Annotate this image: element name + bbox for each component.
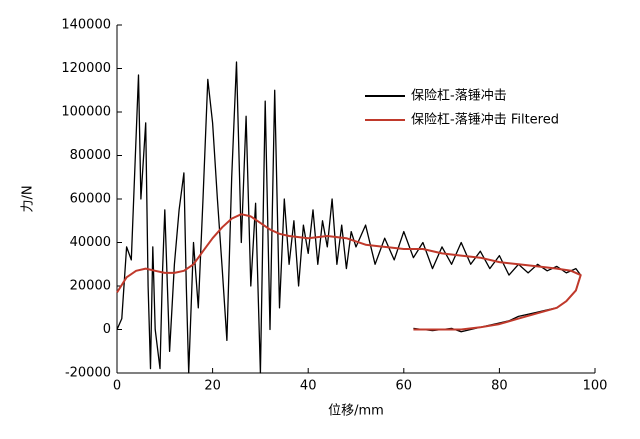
- x-tick-label: 100: [583, 379, 608, 394]
- x-tick-label: 80: [491, 379, 508, 394]
- y-tick-label: 100000: [61, 105, 111, 120]
- x-axis-label: 位移/mm: [328, 404, 384, 419]
- data-line: [116, 213, 582, 331]
- plot-frame: [117, 25, 595, 373]
- y-tick-label: -20000: [65, 366, 111, 381]
- y-tick-label: 80000: [70, 148, 111, 163]
- x-tick-label: 0: [113, 379, 121, 394]
- y-axis-label: 力/N: [21, 185, 36, 212]
- y-tick-label: 120000: [61, 61, 111, 76]
- y-tick-label: 60000: [70, 192, 111, 207]
- x-tick-label: 20: [204, 379, 221, 394]
- y-tick-label: 20000: [70, 279, 111, 294]
- y-tick-label: 140000: [61, 18, 111, 33]
- legend-label: 保险杠-落锤冲击 Filtered: [411, 112, 559, 128]
- data-line: [116, 61, 582, 374]
- x-tick-label: 60: [396, 379, 413, 394]
- legend-label: 保险杠-落锤冲击: [411, 88, 507, 104]
- x-tick-label: 40: [300, 379, 317, 394]
- y-tick-label: 0: [103, 322, 111, 337]
- y-tick-label: 40000: [70, 235, 111, 250]
